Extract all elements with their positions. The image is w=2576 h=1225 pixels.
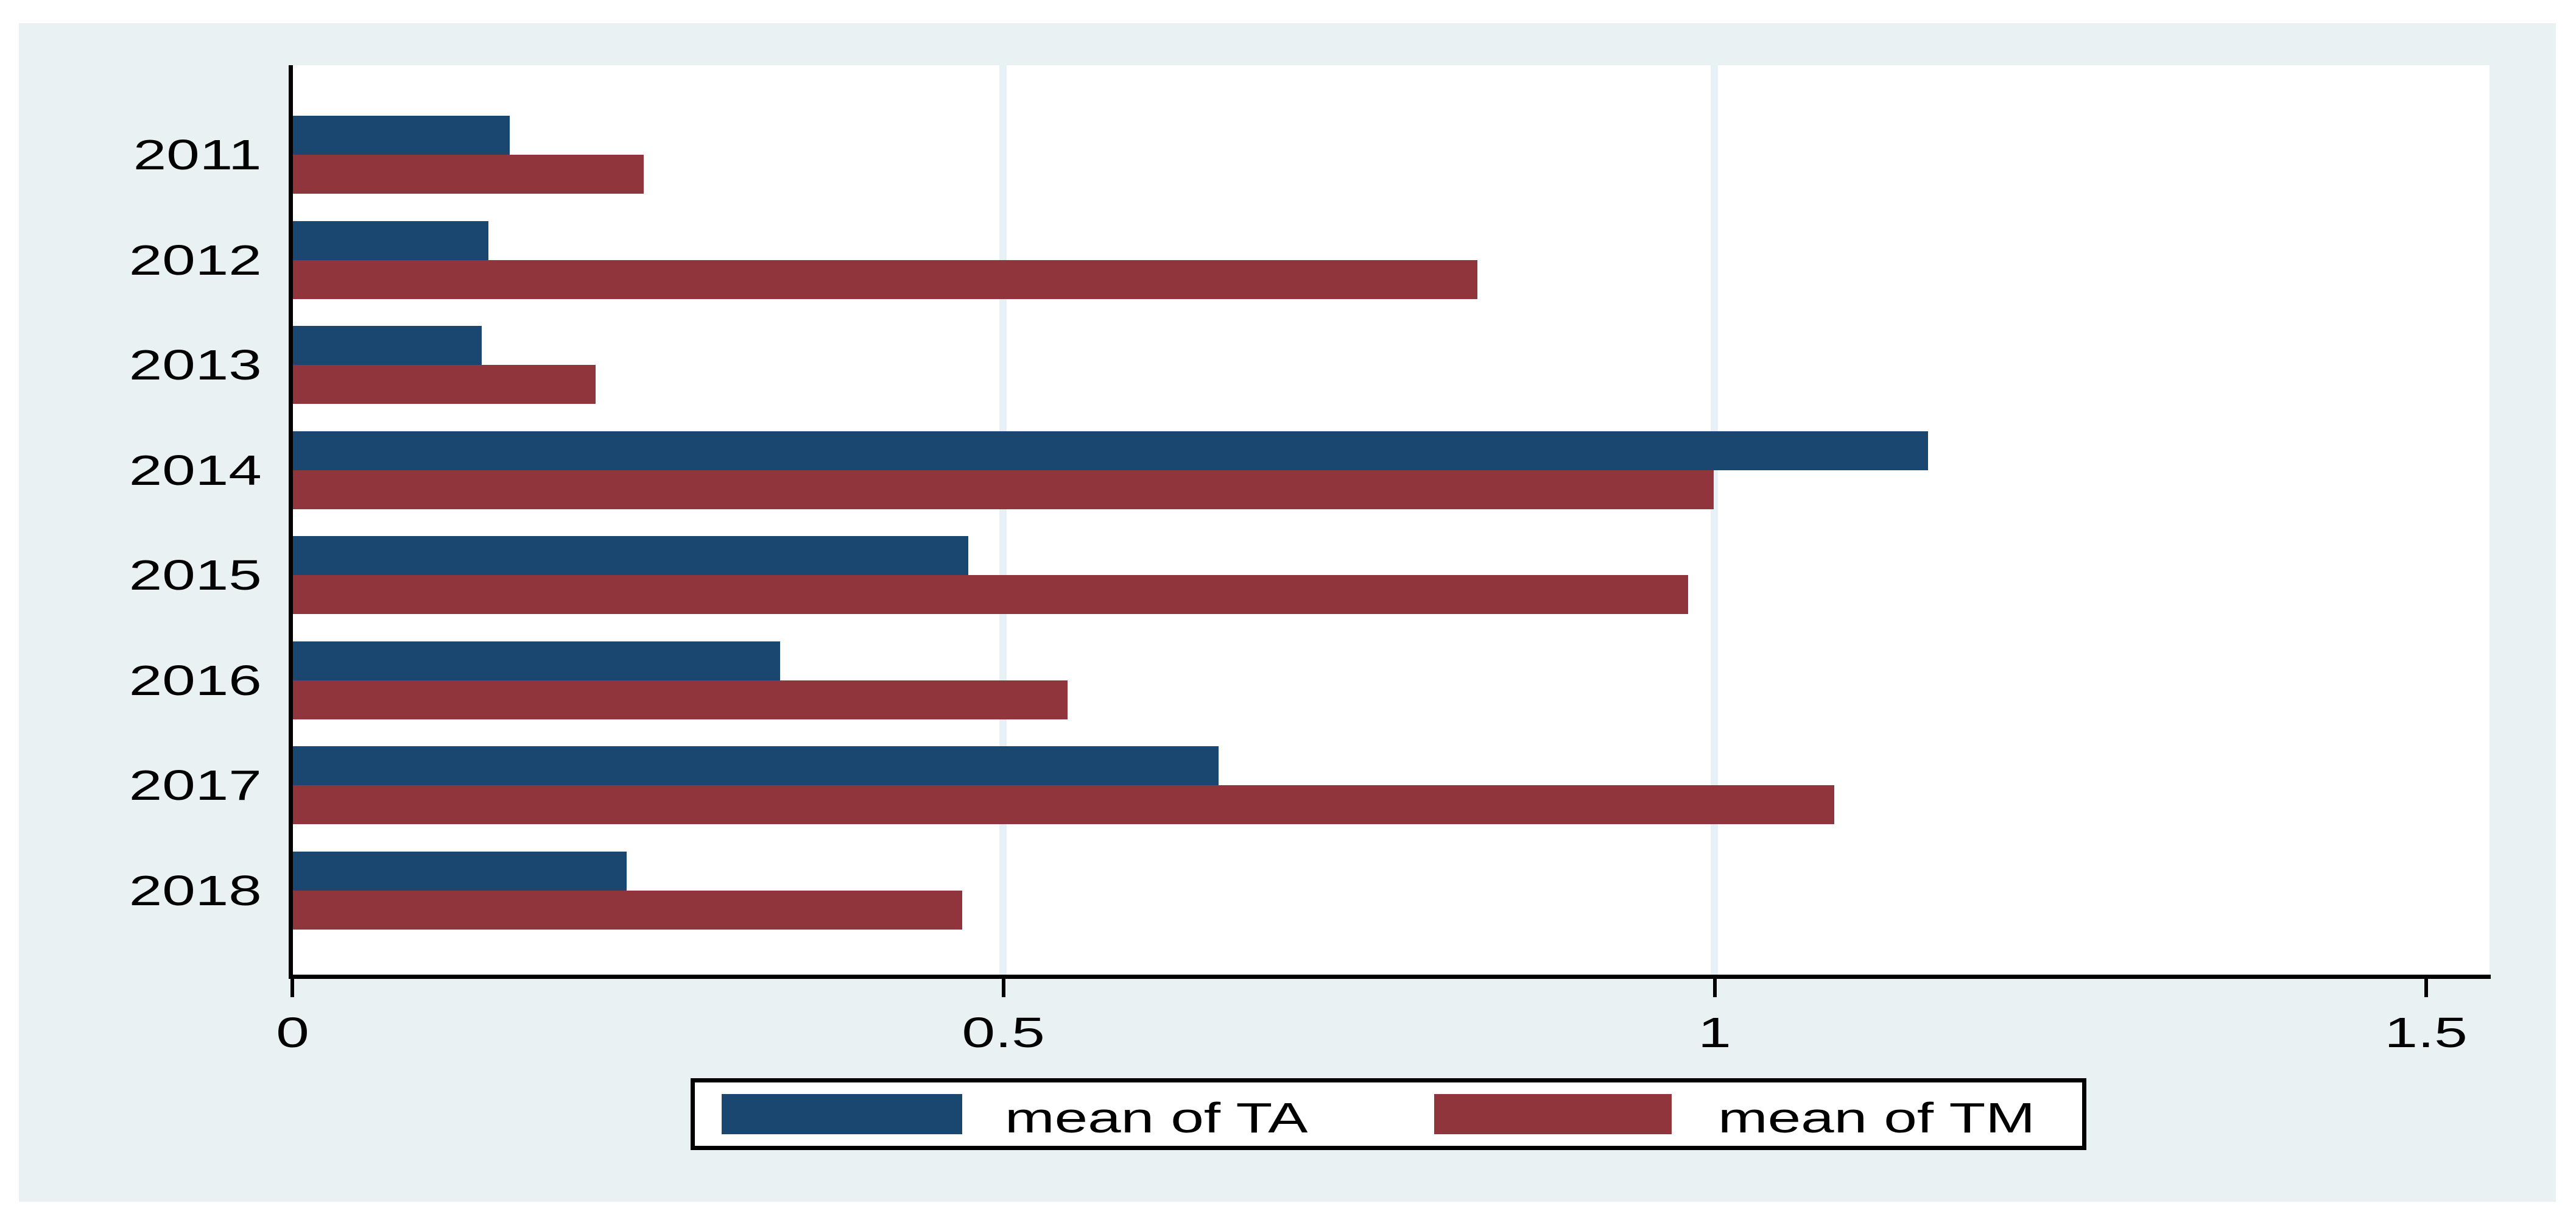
x-axis-label-1: 1 — [1532, 1002, 1898, 1063]
bar-2018-ta — [292, 851, 627, 891]
bar-2016-ta — [292, 641, 780, 680]
bar-2015-tm — [292, 575, 1688, 614]
y-axis-label-2012: 2012 — [0, 230, 262, 291]
y-axis-label-text: 2015 — [128, 551, 262, 599]
bar-2011-tm — [292, 155, 644, 194]
x-axis-label-0: 0 — [110, 1002, 475, 1063]
bar-2014-ta — [292, 431, 1928, 470]
legend-label-ta: mean of TA — [1005, 1094, 1308, 1142]
y-axis-label-text: 2013 — [128, 341, 262, 389]
y-axis-label-2016: 2016 — [0, 650, 262, 711]
y-axis-label-text: 2018 — [128, 866, 262, 914]
bar-2012-tm — [292, 259, 1477, 299]
bar-2018-tm — [292, 890, 962, 930]
bar-2011-ta — [292, 116, 510, 155]
y-axis-label-2013: 2013 — [0, 334, 262, 395]
bar-2015-ta — [292, 536, 968, 575]
x-axis-label-text: 0 — [275, 1009, 309, 1056]
y-axis-label-text: 2017 — [128, 761, 262, 809]
y-axis-label-2018: 2018 — [0, 860, 262, 921]
bar-2017-tm — [292, 785, 1834, 824]
bar-2013-ta — [292, 326, 482, 365]
y-axis-line — [289, 65, 293, 979]
bar-2014-tm — [292, 470, 1714, 509]
legend-swatch-ta — [722, 1094, 962, 1134]
legend-label-tm: mean of TM — [1718, 1094, 2036, 1142]
y-axis-label-text: 2016 — [128, 656, 262, 704]
y-axis-label-2014: 2014 — [0, 440, 262, 501]
x-tick-1 — [1712, 979, 1717, 997]
x-axis-label-text: 0.5 — [962, 1009, 1046, 1056]
x-axis-label-text: 1.5 — [2384, 1009, 2468, 1056]
bar-2012-ta — [292, 221, 488, 260]
x-tick-0 — [290, 979, 294, 997]
y-axis-label-2017: 2017 — [0, 755, 262, 816]
bar-2013-tm — [292, 365, 596, 404]
plot-area — [292, 65, 2490, 975]
bar-2016-tm — [292, 680, 1068, 719]
x-tick-0.5 — [1001, 979, 1005, 997]
x-tick-1.5 — [2424, 979, 2428, 997]
x-axis-label-1.5: 1.5 — [2243, 1002, 2576, 1063]
y-axis-label-2015: 2015 — [0, 545, 262, 605]
bar-2017-ta — [292, 746, 1219, 785]
x-axis-line — [289, 975, 2491, 979]
y-axis-label-text: 2012 — [128, 236, 262, 284]
x-axis-label-text: 1 — [1698, 1009, 1732, 1056]
legend-box: mean of TA mean of TM — [691, 1078, 2086, 1150]
y-axis-label-text: 2011 — [133, 131, 262, 178]
gridline-1 — [1710, 65, 1718, 975]
legend-swatch-tm — [1434, 1094, 1672, 1134]
gridline-0.5 — [999, 65, 1007, 975]
y-axis-label-2011: 2011 — [0, 124, 262, 185]
y-axis-label-text: 2014 — [128, 446, 262, 494]
x-axis-label-0.5: 0.5 — [821, 1002, 1186, 1063]
